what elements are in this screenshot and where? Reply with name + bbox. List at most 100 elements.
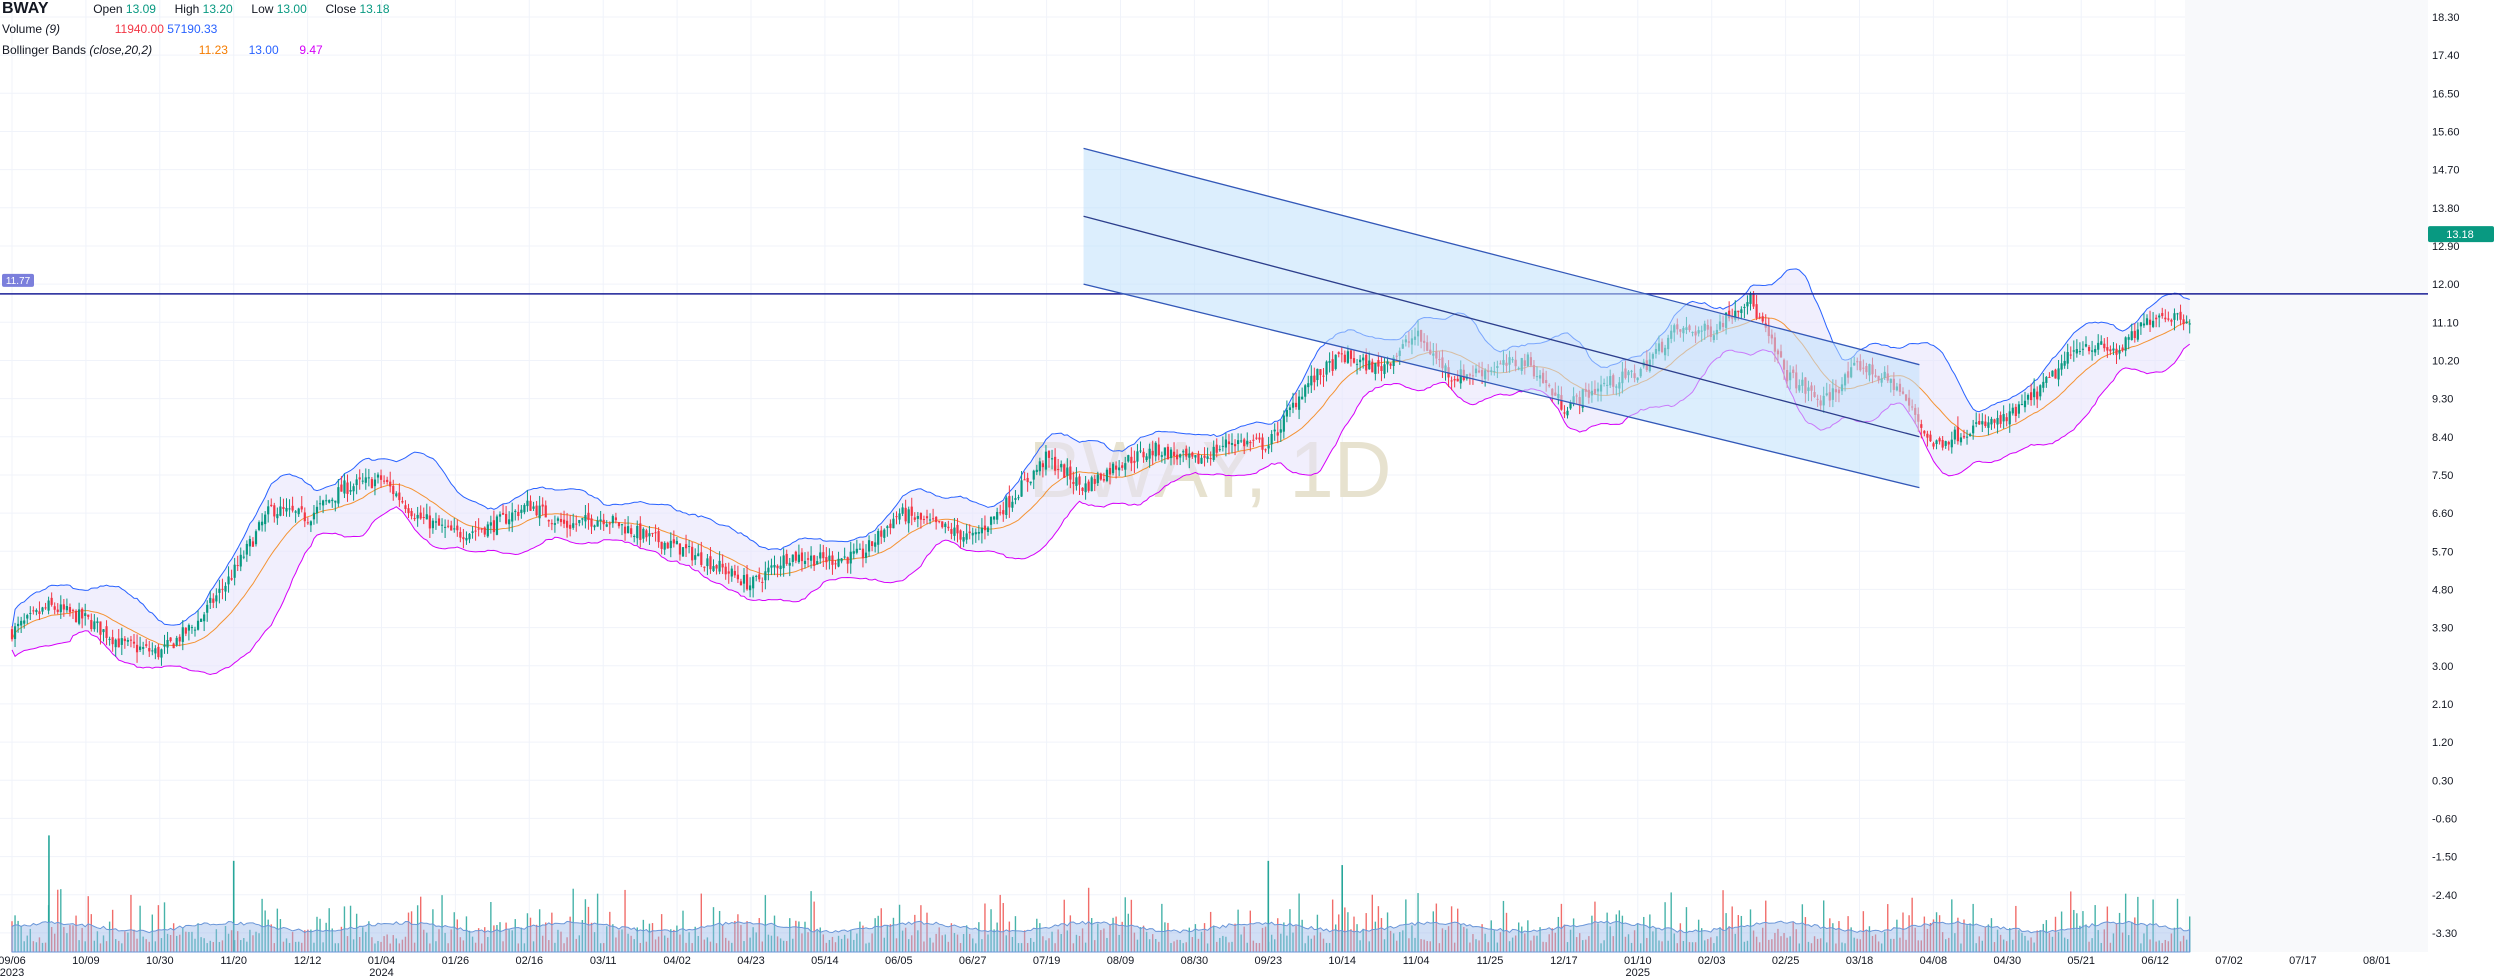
channel-mid-line[interactable]	[1083, 215, 1920, 438]
time-axis[interactable]: 09/06 10/09 10/30 11/20 12/12 01/04 01/26 02/16…	[0, 955, 2391, 979]
candle-body	[968, 531, 971, 534]
candle-body	[950, 528, 953, 534]
last-price-tag[interactable]	[2428, 226, 2494, 243]
price-tick-label: 12.90	[2432, 241, 2460, 253]
candle-body	[1066, 467, 1069, 476]
candle-body	[206, 604, 209, 613]
candle-body	[1130, 456, 1133, 464]
candle-body	[1294, 402, 1298, 408]
candle-body	[1148, 448, 1151, 459]
candle-body	[1166, 446, 1170, 460]
price-tick-label: 10.20	[2432, 355, 2460, 367]
candle-body	[315, 506, 319, 514]
candle-body	[2020, 404, 2024, 406]
candle-body	[2097, 342, 2100, 350]
candle-body	[874, 542, 877, 547]
candle-body	[834, 563, 837, 565]
candle-body	[1124, 463, 1127, 470]
channel-upper-line[interactable]	[1083, 147, 1920, 366]
candle-body	[13, 626, 17, 640]
candle-body	[1273, 429, 1276, 432]
candle-body	[2130, 331, 2133, 340]
candle-body	[2109, 349, 2112, 352]
candle-body	[1755, 304, 1758, 319]
high-value: 13.20	[202, 2, 233, 16]
horizontal-line-label: 11.77	[6, 276, 31, 287]
price-tick-label: 1.20	[2432, 737, 2453, 749]
candle-body	[367, 477, 370, 479]
time-tick-label: 06/05	[885, 955, 913, 967]
candle-body	[2118, 350, 2121, 354]
candle-body	[910, 506, 913, 516]
candle-body	[993, 516, 996, 520]
candle-body	[2005, 417, 2008, 422]
bollinger-row[interactable]: Bollinger Bands (close,20,2) 11.23 13.00…	[2, 43, 323, 57]
year-label: 2025	[1626, 967, 1650, 979]
candle-body	[270, 504, 273, 506]
candle-body	[178, 636, 181, 642]
time-tick-label: 04/02	[663, 955, 691, 967]
candle-body	[1987, 422, 1990, 428]
candle-body	[828, 555, 831, 561]
candle-body	[166, 640, 169, 648]
candle-body	[480, 528, 483, 530]
candle-body	[965, 533, 968, 540]
candle-body	[81, 608, 84, 619]
candle-body	[47, 600, 50, 611]
candle-body	[1090, 477, 1093, 492]
candle-body	[608, 523, 611, 525]
symbol[interactable]: BWAY	[2, 0, 49, 17]
candle-body	[407, 508, 410, 514]
candle-body	[825, 557, 828, 563]
candle-body	[2057, 368, 2060, 380]
candle-body	[465, 537, 468, 541]
candle-body	[102, 629, 105, 633]
candle-body	[1386, 361, 1389, 365]
candle-body	[1298, 396, 1301, 410]
candle-body	[1111, 463, 1115, 474]
volume-row[interactable]: Volume (9) 11940.00 57190.33	[2, 22, 217, 36]
candle-body	[108, 638, 111, 640]
candle-body	[279, 506, 282, 516]
candle-body	[349, 490, 352, 492]
time-tick-label: 03/11	[590, 955, 617, 967]
candle-body	[200, 618, 203, 622]
time-tick-label: 11/20	[220, 955, 247, 967]
candle-body	[749, 585, 752, 591]
candle-body	[468, 533, 471, 540]
candle-body	[590, 518, 593, 527]
candle-body	[550, 523, 553, 525]
candle-body	[1752, 294, 1755, 307]
price-axis[interactable]: 18.30 17.40 16.50 15.60 14.70 13.80 12.90 12.00…	[2428, 12, 2494, 940]
candle-body	[651, 532, 654, 534]
candle-body	[38, 611, 41, 614]
candle-body	[1761, 316, 1764, 322]
candle-body	[852, 551, 855, 554]
candle-body	[1163, 447, 1166, 456]
candle-body	[639, 523, 642, 540]
candle-body	[526, 500, 529, 507]
candle-body	[1020, 480, 1023, 497]
candle-body	[886, 526, 889, 529]
candle-body	[2182, 319, 2185, 325]
candle-body	[1115, 465, 1118, 470]
candle-body	[1072, 481, 1075, 484]
candle-body	[553, 523, 556, 525]
future-zone	[2185, 0, 2428, 952]
channel-lower-line[interactable]	[1083, 283, 1920, 489]
candle-body	[1950, 439, 1953, 448]
candle-body	[163, 644, 166, 647]
candle-body	[1261, 437, 1264, 450]
candle-body	[282, 507, 285, 509]
candle-body	[1563, 412, 1566, 414]
drawings[interactable]: 11.77	[0, 147, 2428, 489]
candle-body	[688, 545, 691, 547]
candle-body	[358, 477, 361, 480]
candle-body	[65, 606, 68, 611]
candle-body	[935, 516, 938, 523]
candle-body	[297, 508, 300, 515]
time-tick-label: 07/02	[2215, 955, 2243, 967]
candle-body	[1956, 426, 1959, 442]
candle-body	[303, 512, 306, 522]
